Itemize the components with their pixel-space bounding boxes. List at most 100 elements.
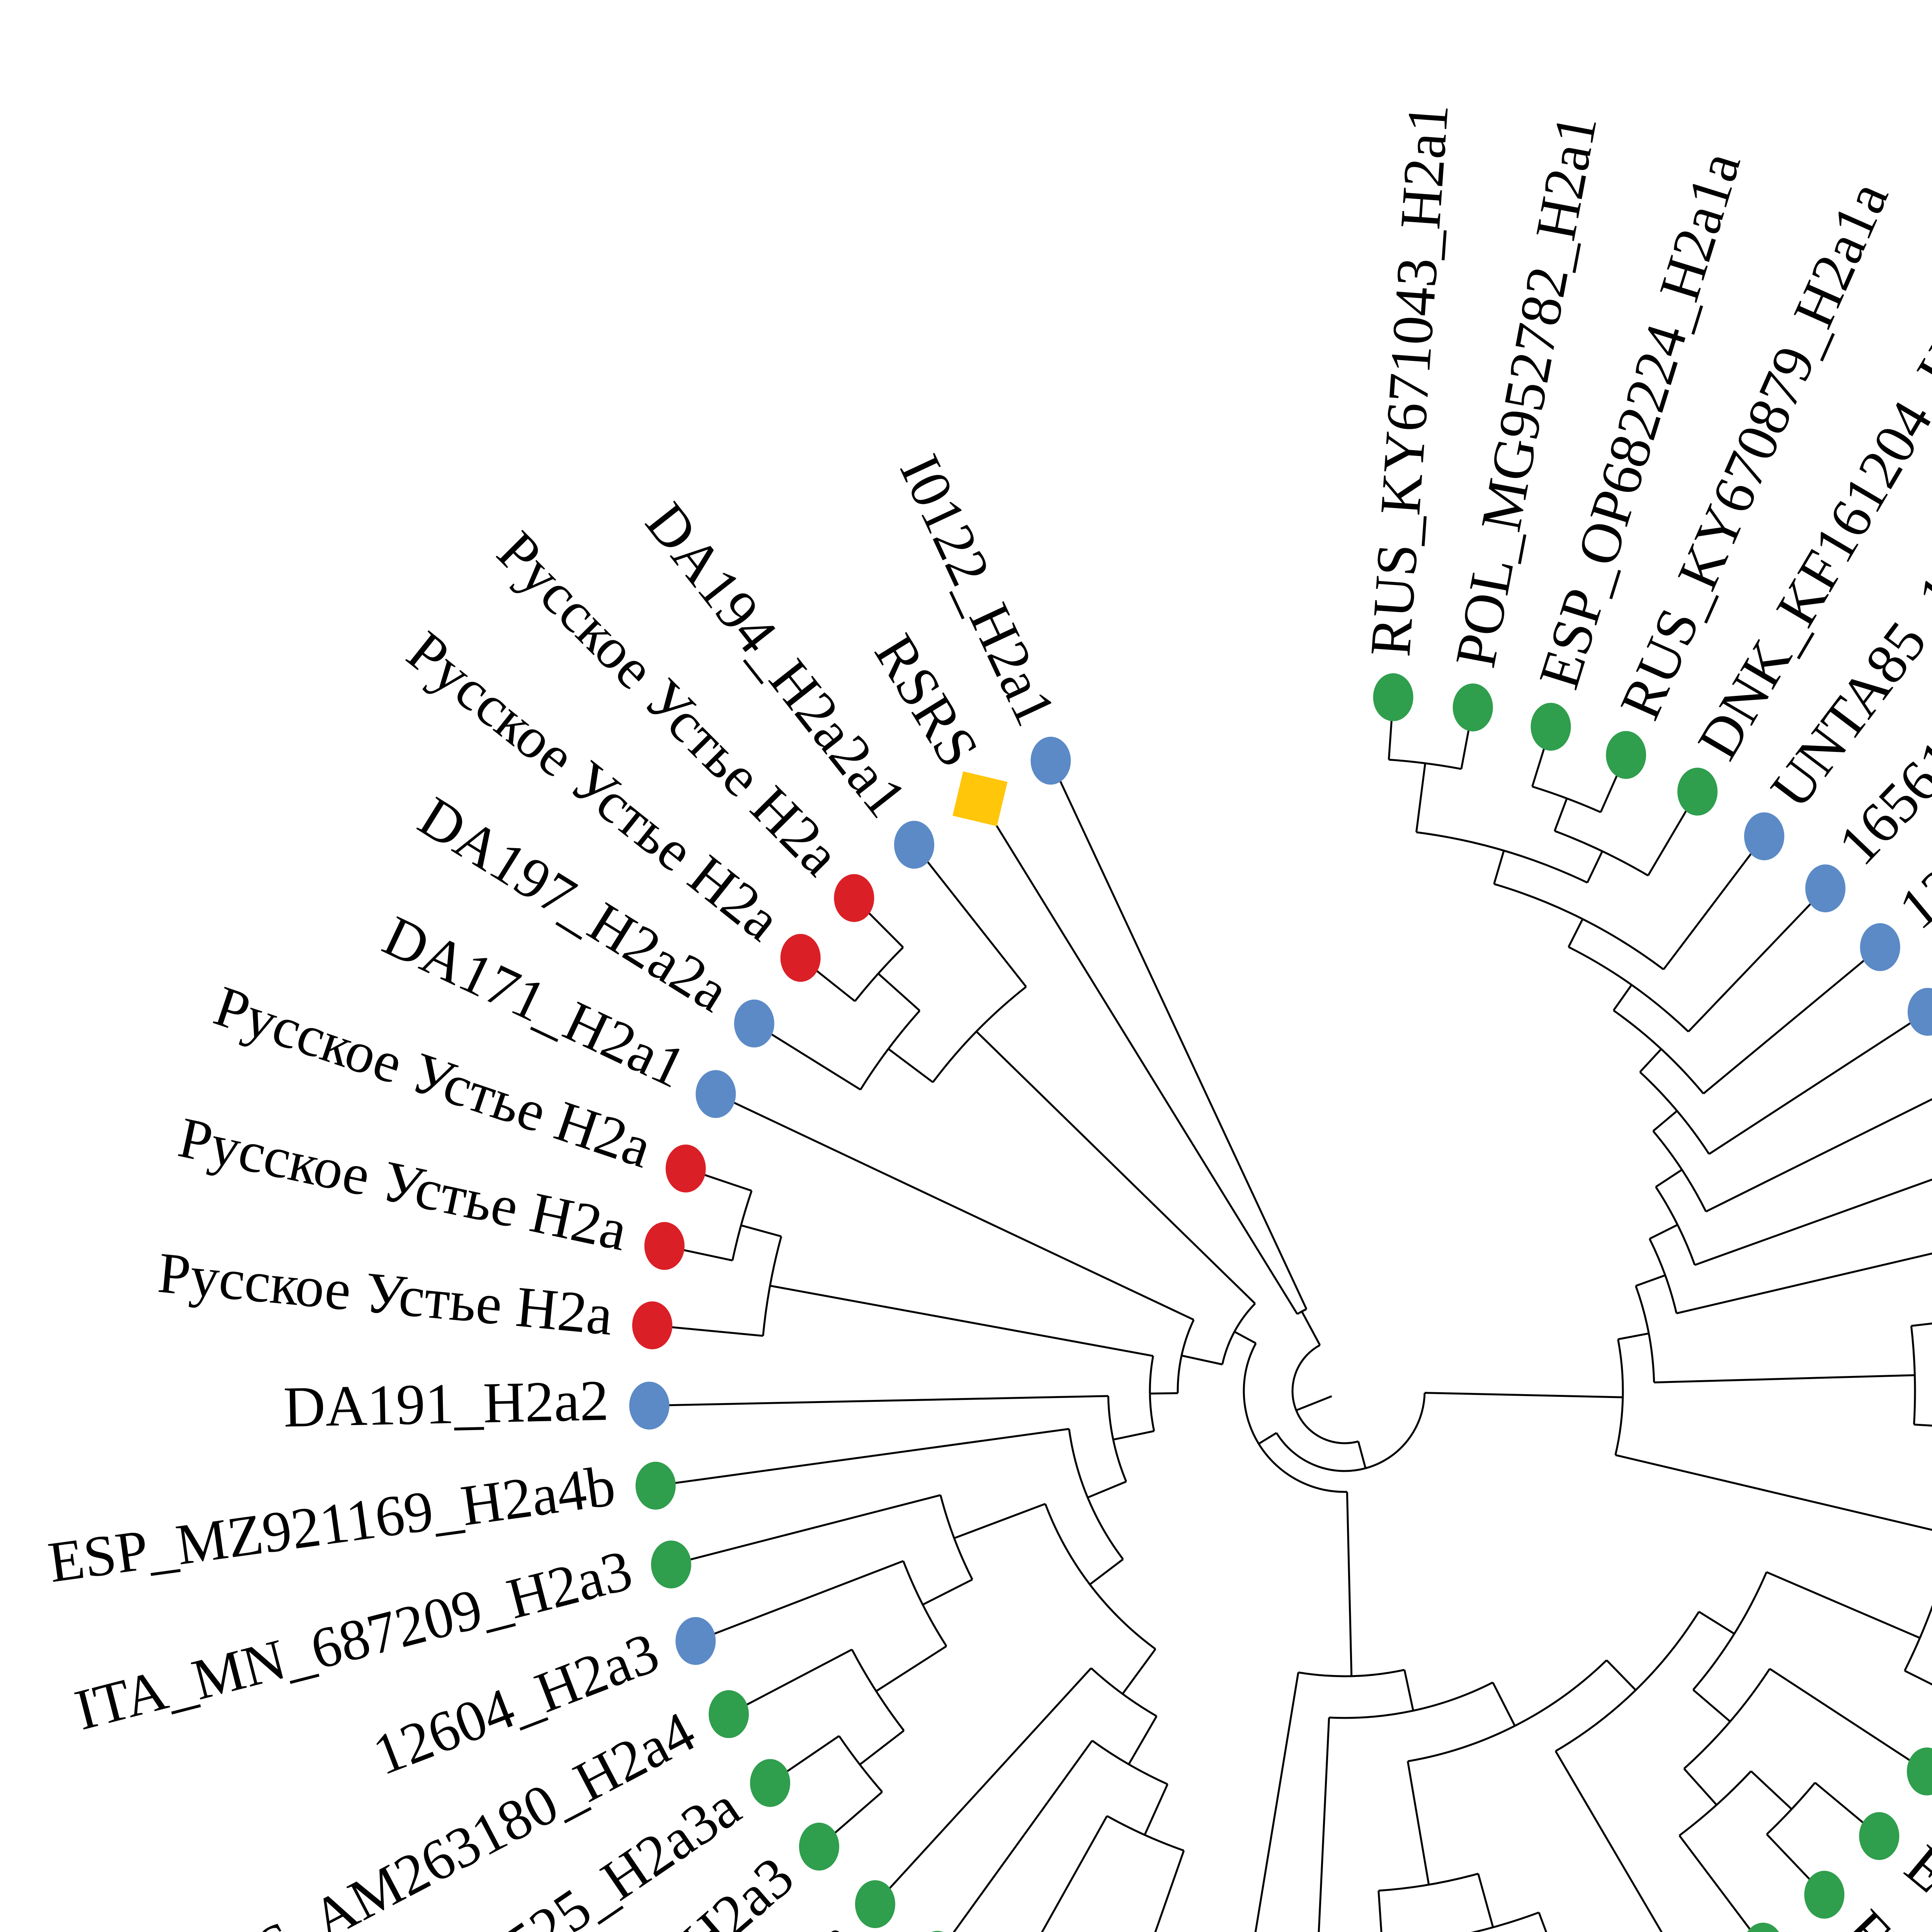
tree-arc xyxy=(838,1735,883,1793)
tip-dot-modern xyxy=(1531,702,1571,751)
tree-branch xyxy=(1296,1395,1332,1412)
tree-branch xyxy=(1687,888,1826,1032)
tree-branch xyxy=(913,844,1027,988)
tree-branch xyxy=(874,1667,1092,1905)
tree-branch xyxy=(1652,1110,1678,1132)
tree-branch xyxy=(1639,1048,1662,1073)
tree-branch xyxy=(1346,1492,1353,1676)
tree-branch xyxy=(952,1740,1093,1932)
tree-branch xyxy=(979,798,1298,1315)
tip-dot-ancient xyxy=(894,821,934,869)
tree-arc xyxy=(1639,1071,1710,1155)
tip-dot-modern xyxy=(1373,673,1413,721)
tree-branch xyxy=(1258,1432,1277,1445)
tree-branch xyxy=(1554,1750,1663,1932)
tip-dot-modern xyxy=(1606,731,1646,779)
tree-branch xyxy=(1493,850,1505,884)
tree-branch xyxy=(878,973,920,1012)
tree-branch xyxy=(1612,984,1633,1011)
tree-branch xyxy=(1357,1441,1367,1469)
tree-arc xyxy=(1910,1326,1916,1425)
tip-dot-modern xyxy=(1747,1922,1779,1932)
tip-dot-ancient xyxy=(696,1070,736,1118)
tip-dot-modern xyxy=(1859,1812,1900,1860)
tree-arc xyxy=(1471,1912,1539,1932)
tree-branch xyxy=(1655,1169,1683,1188)
tree-arc xyxy=(859,1010,921,1090)
tree-links xyxy=(649,697,1932,1932)
tree-branch xyxy=(1181,1354,1223,1366)
tree-branch xyxy=(1606,1659,1637,1691)
tree-branch xyxy=(695,1560,904,1642)
tree-branch xyxy=(1154,1850,1185,1932)
tree-branch xyxy=(1318,1717,1330,1932)
tree-branch xyxy=(1113,1430,1155,1441)
tip-dot-red xyxy=(780,934,821,982)
tip-dot-modern xyxy=(750,1759,791,1807)
tree-branch xyxy=(741,1224,782,1238)
tree-branch xyxy=(1679,1835,1753,1932)
tip-dot-modern xyxy=(1677,767,1718,816)
tree-arc xyxy=(1683,1668,1771,1770)
tree-branch xyxy=(1403,1670,1414,1711)
tree-branch xyxy=(1904,1670,1932,1685)
tip-label: RUS_KY671043_H2a1 xyxy=(1358,102,1461,658)
tree-branch xyxy=(649,1395,1109,1407)
tree-branch xyxy=(1654,1374,1915,1384)
tree-branch xyxy=(1683,1768,1718,1806)
tree-branch xyxy=(1750,1770,1793,1810)
tree-branch xyxy=(1676,1252,1932,1315)
tip-dot-modern xyxy=(1452,683,1493,731)
tree-arc xyxy=(1555,1611,1700,1752)
tree-branch xyxy=(1663,835,1765,970)
tree-branch xyxy=(715,1093,1194,1321)
tree-branch xyxy=(1554,798,1568,832)
tree-arc xyxy=(1679,1770,1752,1837)
tree-branch xyxy=(1234,1331,1257,1344)
tree-branch xyxy=(954,1503,1046,1539)
tip-dot-modern xyxy=(1906,1747,1932,1796)
tree-branch xyxy=(876,1645,947,1692)
tree-branch xyxy=(1087,1480,1127,1498)
tree-arc xyxy=(932,986,1027,1083)
tip-dot-ancient xyxy=(629,1381,670,1430)
tree-branch xyxy=(1914,1423,1932,1427)
tree-branch xyxy=(1702,946,1881,1095)
tree-branch xyxy=(1538,1912,1548,1932)
tree-arc xyxy=(1532,786,1601,813)
tip-markers-and-labels: RUS_KY671043_H2a1POL_MG952782_H2a1ESP_OP… xyxy=(44,102,1932,1932)
tree-branch xyxy=(1128,1716,1158,1765)
tree-branch xyxy=(1568,918,1584,947)
tip-dot-modern xyxy=(931,1931,944,1932)
tree-branch xyxy=(1586,850,1604,883)
tree-branch xyxy=(1635,1274,1666,1287)
rsrs-square-marker xyxy=(952,771,1008,827)
tree-branch xyxy=(671,1494,941,1566)
tree-branch xyxy=(1911,1322,1932,1327)
tree-branch xyxy=(1492,1682,1516,1726)
tip-dot-ancient xyxy=(675,1617,716,1665)
tip-dot-ancient xyxy=(1860,923,1900,971)
tree-branch xyxy=(1050,760,1308,1310)
tree-branch xyxy=(1708,1011,1929,1155)
tip-dot-ancient xyxy=(1907,988,1932,1036)
tip-dot-red xyxy=(632,1301,673,1349)
tree-branch xyxy=(859,1730,905,1765)
tree-branch xyxy=(976,1031,1256,1304)
tip-dot-modern xyxy=(708,1690,749,1738)
tree-branch xyxy=(770,1284,1153,1357)
tip-dot-modern xyxy=(855,1880,895,1928)
tip-dot-modern xyxy=(651,1540,691,1588)
tree-branch xyxy=(1122,1648,1156,1695)
tip-label: ESP_MZ920347_H2a5a1 xyxy=(1894,1833,1932,1932)
tree-branch xyxy=(1424,1392,1623,1398)
tree-branch xyxy=(1041,1815,1108,1932)
tip-label: FRA_JQ324651_H2a5a1 xyxy=(1833,1898,1932,1932)
tip-dot-ancient xyxy=(1744,812,1784,861)
tree-branch xyxy=(1301,1311,1321,1346)
tree-branch xyxy=(1615,1454,1932,1531)
tree-arc xyxy=(854,946,904,1002)
tree-branch xyxy=(1254,1672,1299,1932)
tree-branch xyxy=(728,1648,852,1715)
